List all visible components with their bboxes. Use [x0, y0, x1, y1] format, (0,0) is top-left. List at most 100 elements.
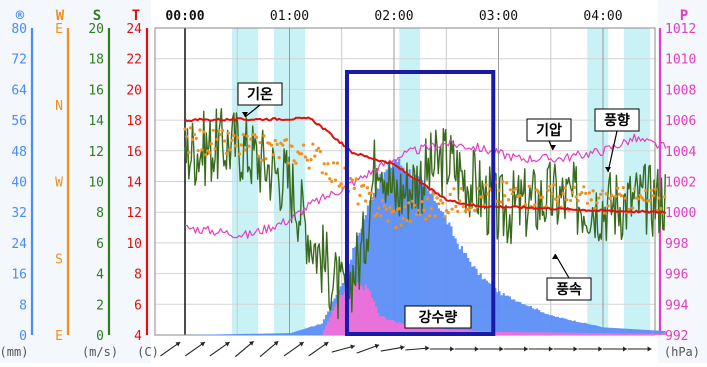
wind-direction-dot	[555, 200, 560, 204]
wind-direction-dot	[384, 207, 388, 211]
wind-direction-dot	[439, 198, 443, 202]
axis-tick-label: 14	[88, 114, 104, 129]
wind-direction-dot	[657, 196, 661, 200]
wind-direction-dot	[467, 208, 471, 212]
pressure-line	[184, 133, 667, 239]
wind-direction-dot	[192, 132, 196, 137]
wind-direction-dot	[279, 141, 283, 145]
wind-direction-dot	[318, 150, 322, 154]
wind-direction-dot	[499, 200, 503, 204]
wind-direction-dot	[608, 196, 612, 200]
wind-direction-dot	[303, 155, 307, 159]
wind-direction-dot	[371, 196, 375, 200]
wind-direction-dot	[230, 138, 234, 142]
axis-tick-label: 992	[665, 329, 688, 344]
wind-direction-dot	[601, 189, 605, 193]
wind-direction-dot	[580, 191, 584, 195]
wind-direction-dot	[619, 194, 624, 198]
axis-tick-label: 22	[126, 53, 142, 68]
wind-direction-dot	[535, 188, 539, 192]
axis-tick-label: W	[55, 176, 63, 191]
wind-direction-dot	[241, 133, 245, 137]
wind-direction-dot	[187, 150, 191, 155]
wind-direction-dot	[354, 177, 358, 181]
wind-direction-dot	[570, 190, 575, 194]
wind-direction-dot	[262, 134, 266, 138]
wind-direction-dot	[631, 206, 635, 210]
wind-direction-dot	[550, 192, 554, 196]
wind-direction-dot	[533, 203, 537, 207]
wind-direction-dot	[219, 133, 223, 137]
wind-direction-dot	[305, 158, 309, 162]
wind-direction-dot	[610, 193, 614, 198]
axis-tick-label: 48	[11, 145, 27, 160]
wind-direction-dot	[552, 183, 556, 187]
axis-tick-label: 72	[11, 53, 27, 68]
wind-direction-dot	[572, 185, 577, 189]
wind-direction-dot	[202, 130, 206, 134]
wind-direction-dot	[198, 128, 202, 132]
axis-tick-label: 56	[11, 114, 27, 129]
wind-direction-dot	[311, 142, 315, 146]
wind-direction-dot	[185, 135, 189, 139]
wind-direction-dot	[224, 151, 228, 156]
wind-direction-dot	[309, 158, 313, 162]
axis-tick-label: 1012	[665, 22, 696, 37]
wind-direction-dot	[194, 136, 198, 140]
axis-tick-label: 20	[126, 83, 142, 98]
wind-direction-dot	[420, 200, 424, 204]
wind-direction-dot	[582, 185, 586, 189]
wind-direction-dot	[300, 152, 304, 156]
wind-direction-dot	[315, 148, 319, 152]
pressure-label-pointer-head	[550, 145, 556, 150]
axis-tick-label: 2	[96, 298, 104, 313]
wind-speed-line	[184, 108, 666, 320]
wind-arrow-icon	[380, 345, 405, 352]
wind-direction-dot	[337, 184, 341, 188]
wind-arrow-icon	[283, 341, 305, 357]
wind-direction-dot	[379, 214, 383, 218]
time-tick-label: 04:00	[583, 9, 622, 24]
wind-direction-dot	[621, 186, 625, 190]
wind-direction-dot	[386, 219, 390, 223]
wind-direction-label-pointer-head	[605, 167, 611, 172]
wind-direction-dot	[332, 161, 336, 165]
wind-direction-dot	[239, 143, 243, 147]
wind-direction-dot	[269, 143, 274, 147]
wind-direction-dot	[369, 191, 373, 195]
wind-direction-dot	[313, 154, 317, 158]
axis-tick-label: 6	[96, 237, 104, 252]
wind-direction-dot	[281, 143, 285, 147]
wind-direction-dot	[307, 166, 311, 170]
wind-direction-dot	[554, 197, 558, 201]
wind-direction-dot	[506, 198, 511, 202]
wind-direction-dot	[301, 143, 306, 147]
axis-symbol: W	[56, 8, 65, 24]
wind-direction-dot	[456, 209, 460, 213]
wind-direction-dot	[403, 205, 407, 209]
axis-tick-label: E	[55, 329, 63, 344]
wind-direction-dot	[527, 184, 531, 188]
wind-direction-dot	[653, 187, 657, 191]
wind-direction-dot	[649, 188, 654, 192]
wind-direction-dot	[414, 212, 418, 217]
wind-direction-dot	[322, 162, 326, 166]
axis-unit-label: (hPa)	[664, 345, 700, 359]
right-axis-panel	[658, 0, 707, 363]
wind-direction-dot	[518, 194, 522, 198]
wind-direction-dot	[480, 195, 484, 199]
wind-direction-dot	[285, 138, 289, 142]
wind-direction-dot	[431, 192, 435, 196]
wind-direction-dot	[364, 199, 368, 203]
axis-tick-label: 1004	[665, 145, 696, 160]
wind-arrow-icon	[479, 346, 504, 352]
wind-direction-dot	[204, 153, 208, 157]
wind-direction-dot	[476, 186, 480, 191]
wind-direction-dot	[407, 201, 411, 205]
axis-tick-label: 8	[134, 268, 142, 283]
wind-direction-dot	[253, 133, 257, 137]
axis-tick-label: 14	[126, 176, 142, 191]
wind-direction-dot	[614, 194, 618, 198]
wind-direction-dot	[540, 195, 545, 199]
